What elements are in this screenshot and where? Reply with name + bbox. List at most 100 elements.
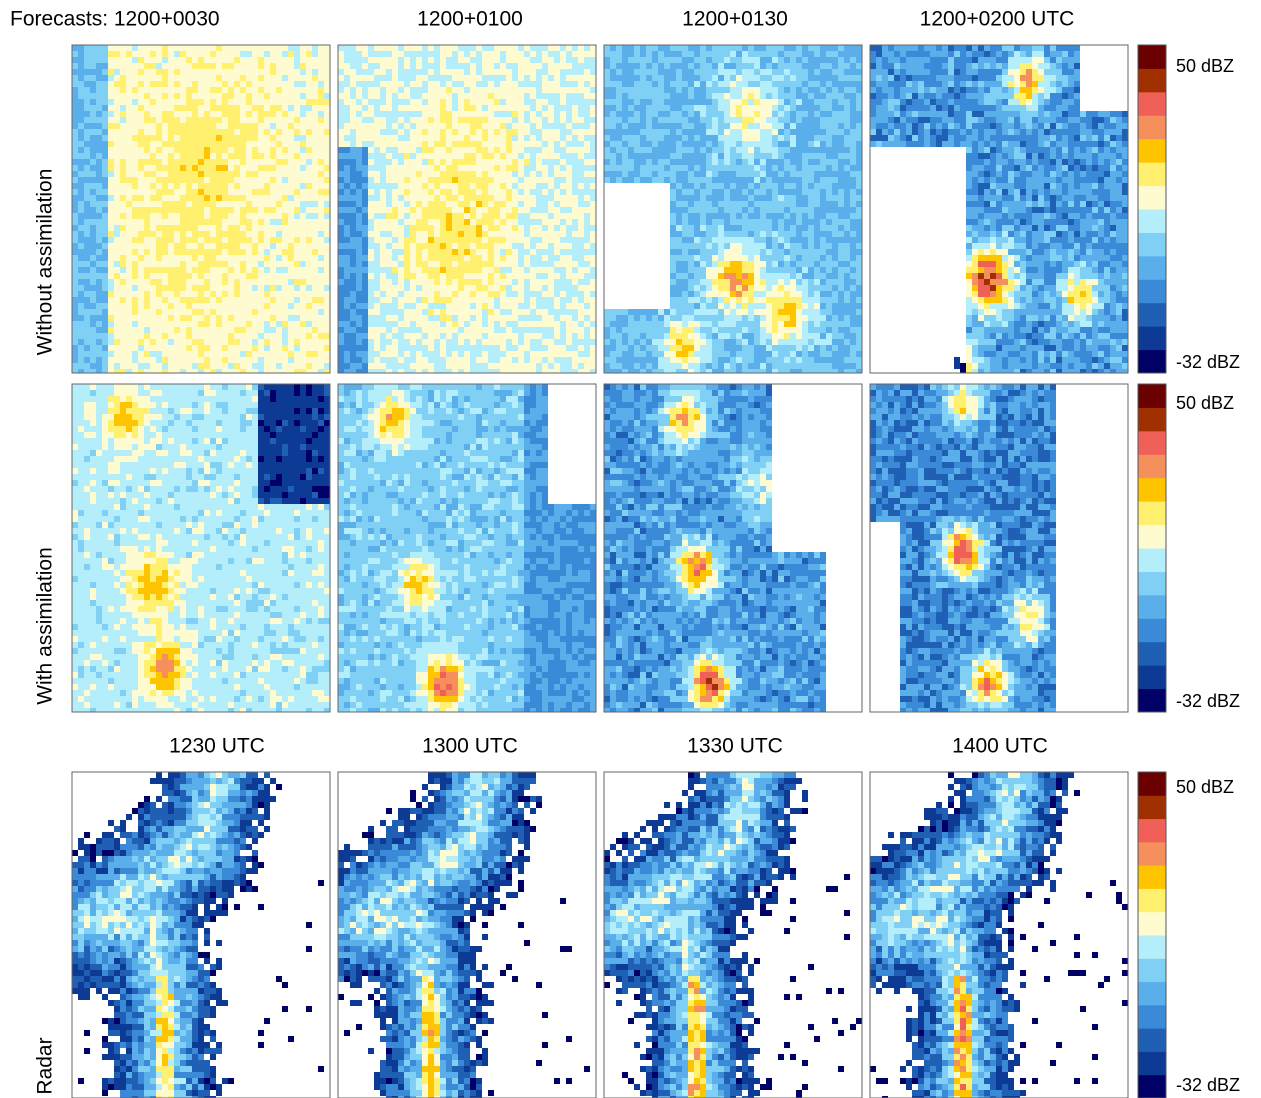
map-cell	[132, 243, 138, 249]
map-cell	[368, 297, 374, 303]
map-cell	[318, 99, 324, 105]
map-cell	[416, 297, 422, 303]
map-cell	[198, 141, 204, 147]
map-cell	[198, 339, 204, 345]
map-cell	[524, 249, 530, 255]
map-cell	[464, 105, 470, 111]
map-cell	[132, 357, 138, 363]
map-cell	[676, 57, 682, 63]
map-cell	[240, 225, 246, 231]
map-cell	[78, 87, 84, 93]
map-cell	[168, 105, 174, 111]
map-cell	[240, 153, 246, 159]
map-cell	[428, 345, 434, 351]
map-cell	[338, 231, 344, 237]
map-cell	[246, 255, 252, 261]
map-cell	[162, 351, 168, 357]
map-cell	[380, 189, 386, 195]
map-cell	[294, 45, 300, 51]
map-cell	[186, 285, 192, 291]
map-cell	[530, 357, 536, 363]
map-cell	[162, 159, 168, 165]
map-cell	[374, 177, 380, 183]
map-cell	[566, 297, 572, 303]
map-cell	[578, 69, 584, 75]
map-cell	[168, 255, 174, 261]
map-cell	[578, 363, 584, 369]
map-cell	[210, 51, 216, 57]
map-cell	[90, 219, 96, 225]
map-cell	[398, 153, 404, 159]
map-cell	[210, 177, 216, 183]
map-cell	[488, 63, 494, 69]
map-cell	[108, 111, 114, 117]
map-cell	[258, 63, 264, 69]
map-cell	[252, 87, 258, 93]
map-cell	[440, 315, 446, 321]
map-cell	[318, 231, 324, 237]
map-cell	[566, 261, 572, 267]
map-cell	[338, 261, 344, 267]
map-cell	[578, 249, 584, 255]
map-cell	[114, 165, 120, 171]
map-cell	[482, 267, 488, 273]
map-cell	[180, 315, 186, 321]
map-cell	[168, 297, 174, 303]
map-cell	[132, 153, 138, 159]
map-cell	[488, 171, 494, 177]
map-cell	[162, 225, 168, 231]
map-cell	[96, 267, 102, 273]
map-cell	[398, 363, 404, 369]
map-cell	[270, 201, 276, 207]
map-cell	[404, 315, 410, 321]
map-cell	[584, 165, 590, 171]
map-cell	[446, 69, 452, 75]
map-cell	[270, 357, 276, 363]
map-cell	[350, 333, 356, 339]
map-cell	[380, 81, 386, 87]
map-cell	[288, 231, 294, 237]
map-cell	[590, 177, 596, 183]
map-cell	[386, 207, 392, 213]
map-cell	[476, 297, 482, 303]
map-cell	[578, 135, 584, 141]
map-cell	[826, 69, 832, 75]
map-cell	[446, 117, 452, 123]
map-cell	[404, 321, 410, 327]
map-cell	[350, 69, 356, 75]
map-cell	[174, 207, 180, 213]
map-cell	[234, 153, 240, 159]
map-cell	[554, 63, 560, 69]
map-cell	[216, 69, 222, 75]
map-cell	[324, 345, 330, 351]
map-cell	[524, 303, 530, 309]
map-cell	[276, 123, 282, 129]
map-cell	[180, 357, 186, 363]
map-cell	[530, 249, 536, 255]
map-cell	[464, 51, 470, 57]
map-cell	[530, 321, 536, 327]
map-cell	[446, 171, 452, 177]
map-cell	[138, 135, 144, 141]
map-cell	[192, 237, 198, 243]
map-cell	[362, 333, 368, 339]
map-cell	[90, 231, 96, 237]
map-cell	[542, 171, 548, 177]
map-cell	[488, 183, 494, 189]
map-cell	[306, 57, 312, 63]
map-cell	[318, 297, 324, 303]
map-cell	[604, 45, 610, 51]
map-cell	[368, 363, 374, 369]
map-cell	[646, 45, 652, 51]
map-cell	[422, 189, 428, 195]
map-cell	[156, 123, 162, 129]
map-cell	[216, 135, 222, 141]
map-cell	[542, 237, 548, 243]
map-cell	[500, 69, 506, 75]
map-cell	[530, 159, 536, 165]
map-cell	[578, 57, 584, 63]
map-cell	[198, 51, 204, 57]
map-cell	[578, 141, 584, 147]
map-cell	[144, 111, 150, 117]
map-cell	[584, 339, 590, 345]
